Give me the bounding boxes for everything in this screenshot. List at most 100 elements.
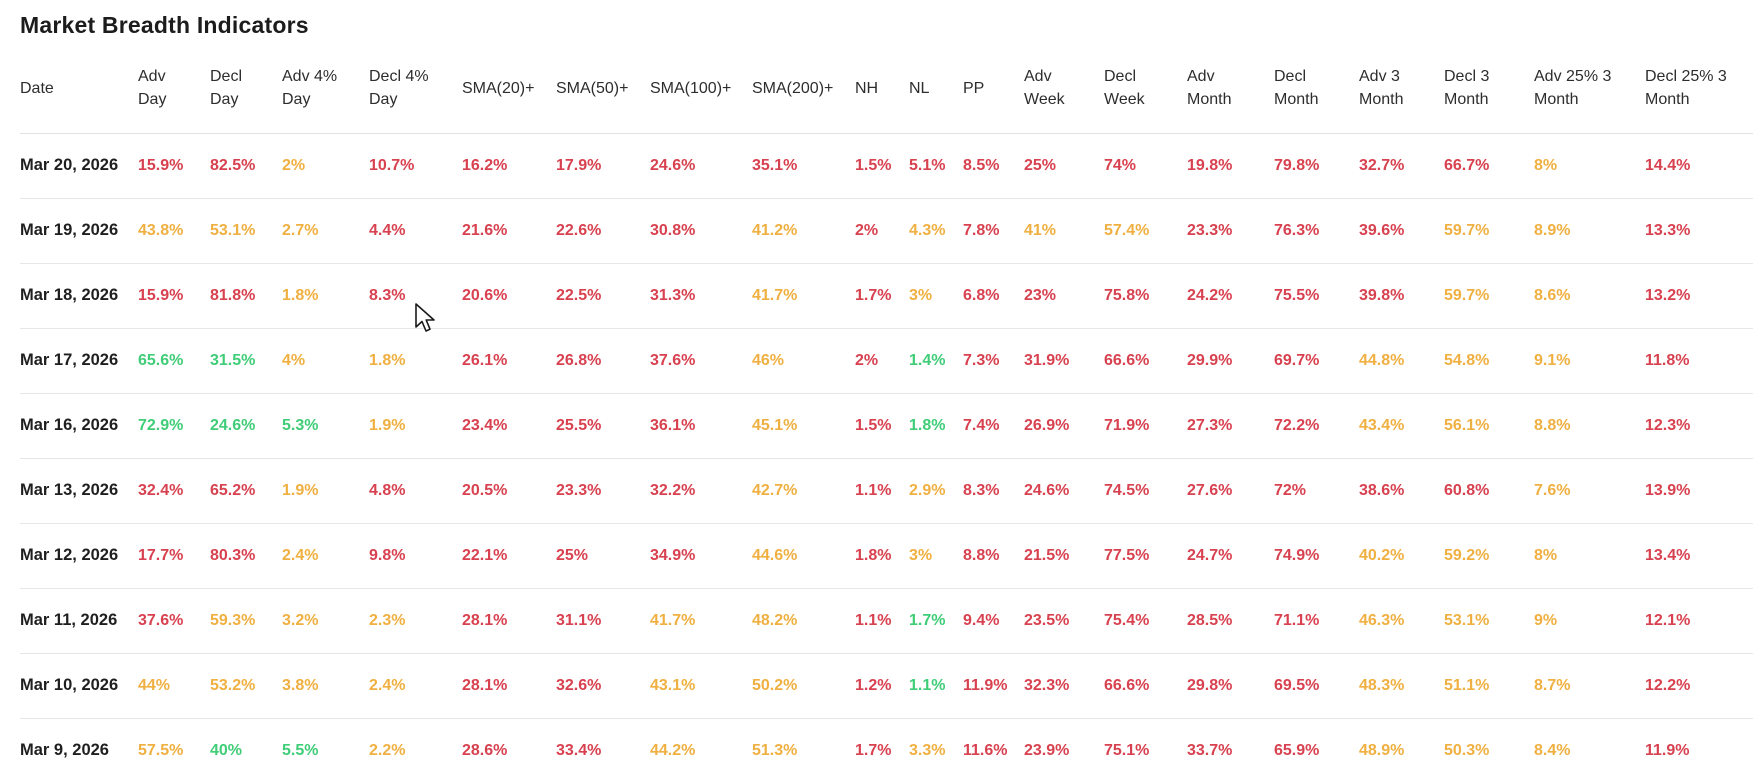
cell-decl-month: 79.8% xyxy=(1274,133,1359,199)
table-row: Mar 12, 2026 17.7% 80.3% 2.4% 9.8% 22.1% 25% 34… xyxy=(20,523,1753,589)
col-header-pp: PP xyxy=(963,45,1024,134)
cell-adv-month: 23.3% xyxy=(1187,198,1274,264)
cell-adv-25-3-month: 8.4% xyxy=(1534,741,1571,759)
cell-adv-day: 17.7% xyxy=(138,523,210,589)
cell-decl-week: 74.5% xyxy=(1104,458,1187,524)
cell-decl-week: 77.5% xyxy=(1104,523,1187,589)
table-row: Mar 19, 2026 43.8% 53.1% 2.7% 4.4% 21.6% 22.6%… xyxy=(20,198,1753,264)
cell-pp: 9.4% xyxy=(963,588,1024,654)
cell-sma-100: 34.9% xyxy=(650,523,752,589)
cell-decl-day: 40% xyxy=(210,741,243,759)
cell-adv-3-month: 43.4% xyxy=(1359,393,1444,459)
cell-decl-4-day: 1.8% xyxy=(369,328,462,394)
cell-decl-week: 66.6% xyxy=(1104,653,1187,719)
cell-sma-200: 46% xyxy=(752,328,855,394)
cell-pp: 8.3% xyxy=(963,458,1024,524)
cell-decl-month: 69.5% xyxy=(1274,653,1359,719)
cell-adv-3-month: 32.7% xyxy=(1359,133,1444,199)
table-row: Mar 16, 2026 72.9% 24.6% 5.3% 1.9% 23.4% 25.5%… xyxy=(20,393,1753,459)
cell-decl-25-3-month: 13.3% xyxy=(1645,198,1753,264)
cell-adv-day: 72.9% xyxy=(138,393,210,459)
table-body: Mar 20, 2026 15.9% 82.5% 2% 10.7% 16.2% 17.9% 2… xyxy=(20,133,1753,783)
cell-sma-20: 20.6% xyxy=(462,263,556,329)
cell-decl-4-day: 2.3% xyxy=(369,588,462,654)
cell-pp: 8.5% xyxy=(963,133,1024,199)
cell-decl-4-day: 9.8% xyxy=(369,523,462,589)
cell-nl: 1.8% xyxy=(909,393,963,459)
cell-nh: 1.5% xyxy=(855,133,909,199)
col-header-decl-4-day: Decl 4% Day xyxy=(369,45,462,134)
cell-decl-3-month: 54.8% xyxy=(1444,328,1534,394)
date-cell: Mar 9, 2026 xyxy=(20,741,109,760)
cell-decl-3-month: 56.1% xyxy=(1444,393,1534,459)
cell-sma-100: 30.8% xyxy=(650,198,752,264)
cell-adv-3-month: 48.3% xyxy=(1359,653,1444,719)
cell-adv-week: 31.9% xyxy=(1024,328,1104,394)
table-header-row: Date Adv Day Decl Day Adv 4% Day Decl 4% Day… xyxy=(20,45,1753,134)
cell-adv-4-day: 5.3% xyxy=(282,393,369,459)
cell-decl-day: 59.3% xyxy=(210,588,282,654)
cell-sma-20: 20.5% xyxy=(462,458,556,524)
col-header-sma-20: SMA(20)+ xyxy=(462,45,556,134)
cell-adv-month: 24.7% xyxy=(1187,523,1274,589)
col-header-adv-day: Adv Day xyxy=(138,45,210,134)
cell-decl-month: 72% xyxy=(1274,458,1359,524)
cell-adv-4-day: 5.5% xyxy=(282,741,319,759)
cell-decl-day: 80.3% xyxy=(210,523,282,589)
cell-decl-25-3-month: 14.4% xyxy=(1645,133,1753,199)
cell-adv-day: 65.6% xyxy=(138,328,210,394)
cell-sma-50: 22.5% xyxy=(556,263,650,329)
cell-pp: 11.9% xyxy=(963,653,1024,719)
cell-sma-100: 44.2% xyxy=(650,741,696,759)
cell-decl-week: 66.6% xyxy=(1104,328,1187,394)
cell-adv-week: 32.3% xyxy=(1024,653,1104,719)
cell-adv-day: 44% xyxy=(138,653,210,719)
cell-sma-20: 26.1% xyxy=(462,328,556,394)
cell-adv-4-day: 2.7% xyxy=(282,198,369,264)
cell-adv-3-month: 38.6% xyxy=(1359,458,1444,524)
col-header-adv-3-month: Adv 3 Month xyxy=(1359,45,1444,134)
cell-nl: 4.3% xyxy=(909,198,963,264)
market-breadth-table: Date Adv Day Decl Day Adv 4% Day Decl 4% Day… xyxy=(20,45,1753,783)
cell-adv-day: 32.4% xyxy=(138,458,210,524)
cell-adv-week: 26.9% xyxy=(1024,393,1104,459)
date-cell: Mar 20, 2026 xyxy=(20,133,138,199)
cell-adv-25-3-month: 8% xyxy=(1534,133,1645,199)
cell-pp: 11.6% xyxy=(963,741,1008,759)
cell-nh: 1.7% xyxy=(855,741,892,759)
cell-decl-month: 74.9% xyxy=(1274,523,1359,589)
cell-decl-week: 74% xyxy=(1104,133,1187,199)
cell-decl-3-month: 53.1% xyxy=(1444,588,1534,654)
cell-adv-3-month: 40.2% xyxy=(1359,523,1444,589)
cell-sma-20: 28.1% xyxy=(462,653,556,719)
cell-decl-4-day: 2.4% xyxy=(369,653,462,719)
cell-decl-25-3-month: 12.3% xyxy=(1645,393,1753,459)
cell-sma-50: 23.3% xyxy=(556,458,650,524)
cell-sma-20: 16.2% xyxy=(462,133,556,199)
cell-decl-3-month: 59.7% xyxy=(1444,198,1534,264)
cell-sma-50: 31.1% xyxy=(556,588,650,654)
col-header-decl-day: Decl Day xyxy=(210,45,282,134)
date-cell: Mar 19, 2026 xyxy=(20,198,138,264)
date-cell: Mar 13, 2026 xyxy=(20,458,138,524)
cell-sma-200: 41.2% xyxy=(752,198,855,264)
cell-adv-month: 24.2% xyxy=(1187,263,1274,329)
cell-decl-25-3-month: 12.1% xyxy=(1645,588,1753,654)
col-header-adv-week: Adv Week xyxy=(1024,45,1104,134)
cell-sma-100: 24.6% xyxy=(650,133,752,199)
cell-adv-week: 25% xyxy=(1024,133,1104,199)
cell-sma-100: 41.7% xyxy=(650,588,752,654)
cell-nh: 1.8% xyxy=(855,523,909,589)
cell-sma-20: 28.1% xyxy=(462,588,556,654)
col-header-decl-3-month: Decl 3 Month xyxy=(1444,45,1534,134)
cell-decl-month: 72.2% xyxy=(1274,393,1359,459)
col-header-decl-month: Decl Month xyxy=(1274,45,1359,134)
cell-adv-4-day: 4% xyxy=(282,328,369,394)
col-header-sma-50: SMA(50)+ xyxy=(556,45,650,134)
cell-decl-3-month: 66.7% xyxy=(1444,133,1534,199)
table-row: Mar 9, 2026 57.5% 40% 5.5% 2.2% 28.6% 33.4% 44.… xyxy=(20,718,1753,783)
cell-decl-3-month: 59.7% xyxy=(1444,263,1534,329)
cell-sma-100: 32.2% xyxy=(650,458,752,524)
cell-adv-month: 29.8% xyxy=(1187,653,1274,719)
